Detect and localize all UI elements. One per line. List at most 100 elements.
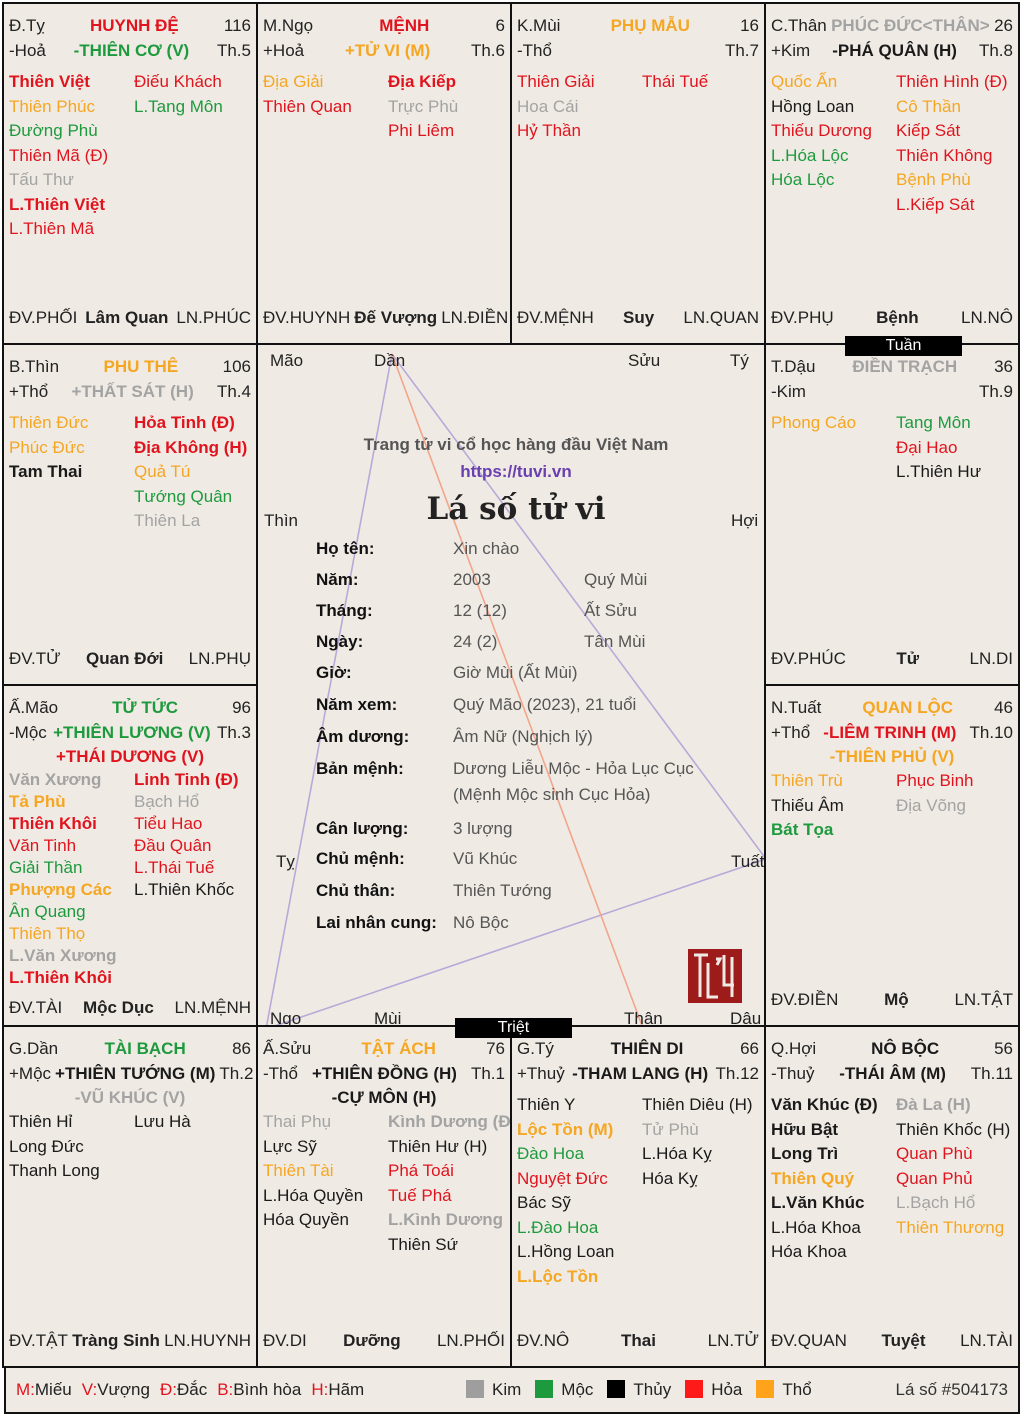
palace-month: Th.9 bbox=[978, 382, 1013, 401]
star-item: Thiên Mã (Đ) bbox=[9, 145, 109, 165]
brightness-code: H: bbox=[311, 1380, 329, 1399]
dai-van: ĐV.PHỐI bbox=[9, 308, 78, 327]
palace-month: Th.1 bbox=[470, 1064, 505, 1083]
info-value: 2003 bbox=[453, 570, 491, 589]
tuan-marker: Tuần bbox=[845, 336, 962, 356]
main-star-row: -VŨ KHÚC (V) bbox=[9, 1086, 251, 1110]
site-link[interactable]: https://tuvi.vn bbox=[460, 462, 572, 481]
main-star: -PHÁ QUÂN (H) bbox=[832, 41, 957, 60]
element-swatch bbox=[607, 1380, 626, 1398]
palace-cell[interactable]: N.Tuất QUAN LỘC 46 +Thổ -LIÊM TRINH (M) Th.10… bbox=[764, 684, 1020, 1027]
star-item: Long Trì bbox=[771, 1144, 839, 1163]
palace-month: Th.4 bbox=[216, 382, 251, 401]
palace-month: Th.3 bbox=[216, 723, 251, 742]
star-item: Giải Thần bbox=[9, 858, 83, 877]
palace-cell[interactable]: K.Mùi PHỤ MẪU 16 -Thổ Th.7 Thiên Giải Hoa Cái H… bbox=[510, 2, 766, 345]
chart-title: Lá số tử vi bbox=[426, 491, 606, 527]
luu-nien: LN.DI bbox=[969, 649, 1013, 668]
branch-corner-label: Hợi bbox=[731, 511, 759, 530]
palace-cell[interactable]: G.Dần TÀI BẠCH 86 +Mộc +THIÊN TƯỚNG (M) Th.2 -… bbox=[2, 1025, 258, 1368]
star-item: Thiên Thương bbox=[896, 1217, 1005, 1237]
star-item: L.Thái Tuế bbox=[134, 858, 215, 877]
palace-cell[interactable]: M.Ngọ MỆNH 6 +Hoả +TỬ VI (M) Th.6 Địa Giải Thiê… bbox=[256, 2, 512, 345]
info-label: Năm: bbox=[316, 570, 359, 589]
star-column: Điếu Khách L.Tang Môn bbox=[134, 70, 223, 119]
star-item: Thiếu Dương bbox=[771, 121, 872, 140]
palace-month: Th.6 bbox=[470, 41, 505, 60]
element-name: Hỏa bbox=[711, 1380, 743, 1399]
palace-cell[interactable]: Ấ.Mão TỬ TỨC 96 -Mộc +THIÊN LƯƠNG (V) Th.3 +TH… bbox=[2, 684, 258, 1027]
element-swatch bbox=[756, 1380, 775, 1398]
palace-cell[interactable]: C.Thân PHÚC ĐỨC<THÂN> 26 +Kim -PHÁ QUÂN (H) T… bbox=[764, 2, 1020, 345]
palace-name: PHỤ MẪU bbox=[610, 16, 690, 35]
life-stage: Bệnh bbox=[876, 308, 919, 327]
main-star-row: -THIÊN PHỦ (V) bbox=[771, 745, 1013, 769]
star-item: L.Văn Khúc bbox=[771, 1193, 865, 1212]
star-column: Tang Môn Đại Hao L.Thiên Hư bbox=[896, 411, 981, 485]
star-item: Phong Cáo bbox=[771, 413, 857, 432]
info-extra: Ất Sửu bbox=[584, 601, 637, 620]
palace-cell[interactable]: Q.Hợi NÔ BỘC 56 -Thuỷ -THÁI ÂM (M) Th.11 Văn K… bbox=[764, 1025, 1020, 1368]
main-star: -THIÊN CƠ (V) bbox=[73, 41, 190, 60]
element-row: +Kim -PHÁ QUÂN (H) Th.8 bbox=[771, 39, 1013, 63]
star-item: L.Thiên Khốc bbox=[134, 880, 235, 899]
palace-footer: ĐV.QUAN Tuyệt LN.TÀI bbox=[771, 1330, 1013, 1352]
star-column: Thiên Hình (Đ) Cô Thần Kiếp Sát Thiên Không… bbox=[896, 70, 1007, 217]
palace-header: T.Dậu ĐIỀN TRẠCH 36 bbox=[771, 355, 1013, 379]
star-item: Thiên Đức bbox=[9, 413, 89, 432]
palace-cell[interactable]: Đ.Tỵ HUYNH ĐỆ 116 -Hoả -THIÊN CƠ (V) Th.5 Thiê… bbox=[2, 2, 258, 345]
brightness-item: B:Bình hòa bbox=[217, 1380, 301, 1399]
star-item: Phượng Các bbox=[9, 880, 112, 899]
palace-age: 76 bbox=[486, 1039, 505, 1058]
info-label: Chủ thân: bbox=[316, 881, 396, 900]
star-item: L.Tang Môn bbox=[134, 96, 223, 116]
star-item: L.Văn Xương bbox=[9, 946, 117, 965]
main-star-row: -CỰ MÔN (H) bbox=[263, 1086, 505, 1110]
star-column: Quốc Ấn Hồng Loan Thiếu Dương L.Hóa Lộc Hóa … bbox=[771, 70, 872, 193]
star-column: Thái Tuế bbox=[642, 70, 708, 95]
star-item: Văn Khúc (Đ) bbox=[771, 1095, 878, 1114]
star-item: Hóa Khoa bbox=[771, 1242, 847, 1261]
palace-cell[interactable]: G.Tý THIÊN DI 66 +Thuỷ -THAM LANG (H) Th.12 Th… bbox=[510, 1025, 766, 1368]
brightness-name: Vượng bbox=[97, 1380, 150, 1399]
palace-cell[interactable]: T.Dậu ĐIỀN TRẠCH 36 -Kim Th.9 Phong Cáo Tang M… bbox=[764, 343, 1020, 686]
info-value: Giờ Mùi (Ất Mùi) bbox=[453, 663, 578, 682]
info-label: Năm xem: bbox=[316, 695, 398, 714]
palace-cell[interactable]: B.Thìn PHU THÊ 106 +Thổ +THẤT SÁT (H) Th.4 Thi… bbox=[2, 343, 258, 686]
earthly-branch: G.Dần bbox=[9, 1039, 59, 1058]
life-stage: Suy bbox=[623, 308, 655, 327]
dai-van: ĐV.NÔ bbox=[517, 1331, 570, 1350]
star-item: Quan Phù bbox=[896, 1144, 973, 1163]
star-item: Đường Phù bbox=[9, 121, 98, 140]
star-item: Trực Phù bbox=[388, 96, 459, 116]
palace-cell[interactable]: Ấ.Sửu TẬT ÁCH 76 -Thổ +THIÊN ĐỒNG (H) Th.1 -CỰ… bbox=[256, 1025, 512, 1368]
triangle-line bbox=[265, 353, 393, 1030]
element-row: +Thuỷ -THAM LANG (H) Th.12 bbox=[517, 1062, 759, 1086]
star-item: Phúc Đức bbox=[9, 437, 85, 457]
star-item: Đào Hoa bbox=[517, 1144, 585, 1163]
palace-footer: ĐV.MỆNH Suy LN.QUAN bbox=[517, 307, 759, 329]
palace-header: C.Thân PHÚC ĐỨC<THÂN> 26 bbox=[771, 14, 1013, 38]
palace-age: 6 bbox=[495, 16, 505, 35]
star-item: Thiên Giải bbox=[517, 72, 595, 91]
main-star: +THIÊN ĐỒNG (H) bbox=[311, 1064, 457, 1083]
star-column: Đà La (H) Thiên Khốc (H) Quan Phù Quan Phủ L… bbox=[896, 1093, 1010, 1240]
palace-name: NÔ BỘC bbox=[871, 1039, 940, 1058]
star-item: Hoa Cái bbox=[517, 96, 579, 116]
palace-name: ĐIỀN TRẠCH bbox=[852, 357, 958, 376]
main-star: -THAM LANG (H) bbox=[572, 1064, 709, 1083]
star-item: L.Thiên Việt bbox=[9, 194, 106, 214]
dai-van: ĐV.MỆNH bbox=[517, 308, 594, 327]
luu-nien: LN.ĐIỀN bbox=[441, 308, 509, 327]
earthly-branch: K.Mùi bbox=[517, 16, 561, 35]
star-item: Đại Hao bbox=[896, 437, 958, 457]
element-legend: Kim Mộc Thủy Hỏa Thổ bbox=[466, 1368, 826, 1412]
star-column: Thiên Y Lộc Tồn (M) Đào Hoa Nguyệt Đức Bác S… bbox=[517, 1093, 614, 1289]
star-column: Linh Tinh (Đ) Bạch Hổ Tiểu Hao Đầu Quân L.Th… bbox=[134, 769, 239, 901]
info-value: (Mệnh Mộc sinh Cục Hỏa) bbox=[453, 785, 651, 804]
star-item: L.Kiếp Sát bbox=[896, 194, 975, 214]
star-item: L.Thiên Khôi bbox=[9, 968, 112, 987]
main-star: +TỬ VI (M) bbox=[344, 41, 431, 60]
palace-element: +Hoả bbox=[263, 41, 305, 60]
element-row: -Thổ +THIÊN ĐỒNG (H) Th.1 bbox=[263, 1062, 505, 1086]
